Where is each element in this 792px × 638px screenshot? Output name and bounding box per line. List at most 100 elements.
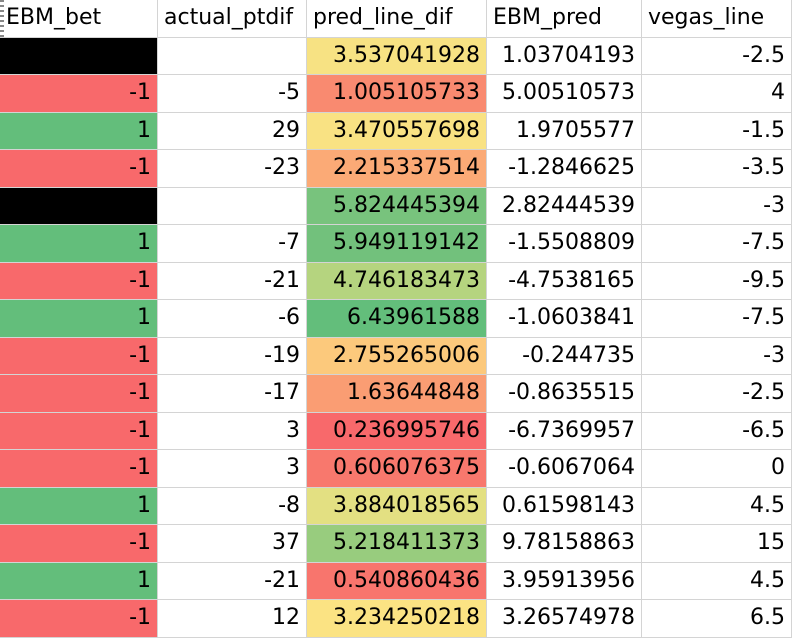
cell-ebm-bet[interactable]: 1 [0,112,158,150]
cell-vegas-line[interactable]: 15 [642,525,792,563]
cell-ebm-bet[interactable]: 1 [0,300,158,338]
cell-pred-line-dif[interactable]: 5.949119142 [307,225,487,263]
table-row: -1 37 5.218411373 9.78158863 15 [0,525,792,563]
cell-actual-ptdif[interactable]: 12 [158,600,307,638]
cell-actual-ptdif[interactable]: -21 [158,562,307,600]
cell-vegas-line[interactable]: 4 [642,75,792,113]
cell-actual-ptdif[interactable]: -7 [158,225,307,263]
cell-actual-ptdif[interactable]: -21 [158,262,307,300]
cell-actual-ptdif[interactable]: 37 [158,525,307,563]
cell-ebm-pred[interactable]: 0.61598143 [487,487,642,525]
cell-actual-ptdif[interactable]: 29 [158,112,307,150]
table-row: -1 -5 1.005105733 5.00510573 4 [0,75,792,113]
table-row: -1 -19 2.755265006 -0.244735 -3 [0,337,792,375]
cell-pred-line-dif[interactable]: 6.43961588 [307,300,487,338]
cell-pred-line-dif[interactable]: 4.746183473 [307,262,487,300]
cell-vegas-line[interactable]: -2.5 [642,37,792,75]
cell-vegas-line[interactable]: -7.5 [642,300,792,338]
cell-pred-line-dif[interactable]: 0.236995746 [307,412,487,450]
cell-ebm-pred[interactable]: -1.5508809 [487,225,642,263]
table-body: 3.537041928 1.03704193 -2.5 -1 -5 1.005105733… [0,37,792,638]
cell-pred-line-dif[interactable]: 0.606076375 [307,450,487,488]
cell-ebm-pred[interactable]: -0.6067064 [487,450,642,488]
cell-ebm-bet[interactable]: -1 [0,600,158,638]
cell-ebm-pred[interactable]: 5.00510573 [487,75,642,113]
cell-ebm-bet[interactable]: -1 [0,75,158,113]
cell-actual-ptdif[interactable]: 3 [158,412,307,450]
cell-ebm-pred[interactable]: -1.0603841 [487,300,642,338]
cell-vegas-line[interactable]: -3.5 [642,150,792,188]
table-row: 1 -6 6.43961588 -1.0603841 -7.5 [0,300,792,338]
table-row: 1 -21 0.540860436 3.95913956 4.5 [0,562,792,600]
cell-pred-line-dif[interactable]: 5.824445394 [307,187,487,225]
cell-pred-line-dif[interactable]: 5.218411373 [307,525,487,563]
header-cell-pred-line-dif[interactable]: pred_line_dif [307,0,487,38]
cell-ebm-bet[interactable]: -1 [0,262,158,300]
cell-ebm-bet[interactable]: -1 [0,525,158,563]
cell-vegas-line[interactable]: -6.5 [642,412,792,450]
cell-ebm-bet[interactable] [0,37,158,75]
cell-vegas-line[interactable]: 4.5 [642,487,792,525]
cell-ebm-bet[interactable]: 1 [0,487,158,525]
cell-actual-ptdif[interactable]: -8 [158,487,307,525]
cell-ebm-pred[interactable]: 9.78158863 [487,525,642,563]
cell-pred-line-dif[interactable]: 3.470557698 [307,112,487,150]
cell-vegas-line[interactable]: -3 [642,187,792,225]
cell-ebm-bet[interactable]: -1 [0,412,158,450]
header-cell-ebm-bet[interactable]: EBM_bet [0,0,158,38]
cell-vegas-line[interactable]: -3 [642,337,792,375]
table-row: 1 -7 5.949119142 -1.5508809 -7.5 [0,225,792,263]
cell-actual-ptdif[interactable]: -23 [158,150,307,188]
cell-ebm-pred[interactable]: 2.82444539 [487,187,642,225]
cell-ebm-pred[interactable]: -1.2846625 [487,150,642,188]
cell-actual-ptdif[interactable]: -17 [158,375,307,413]
cell-ebm-pred[interactable]: -0.8635515 [487,375,642,413]
header-cell-ebm-pred[interactable]: EBM_pred [487,0,642,38]
cell-pred-line-dif[interactable]: 2.215337514 [307,150,487,188]
cell-ebm-bet[interactable] [0,187,158,225]
cell-ebm-pred[interactable]: 3.95913956 [487,562,642,600]
cell-pred-line-dif[interactable]: 3.234250218 [307,600,487,638]
cell-pred-line-dif[interactable]: 1.63644848 [307,375,487,413]
cell-ebm-pred[interactable]: 1.9705577 [487,112,642,150]
cell-ebm-bet[interactable]: -1 [0,450,158,488]
cell-actual-ptdif[interactable]: -6 [158,300,307,338]
table-row: -1 3 0.236995746 -6.7369957 -6.5 [0,412,792,450]
cell-pred-line-dif[interactable]: 0.540860436 [307,562,487,600]
cell-actual-ptdif[interactable]: -19 [158,337,307,375]
cell-ebm-bet[interactable]: 1 [0,562,158,600]
table-row: 1 29 3.470557698 1.9705577 -1.5 [0,112,792,150]
cell-ebm-bet[interactable]: -1 [0,337,158,375]
cell-ebm-bet[interactable]: -1 [0,150,158,188]
cell-pred-line-dif[interactable]: 2.755265006 [307,337,487,375]
cell-actual-ptdif[interactable] [158,37,307,75]
cell-ebm-bet[interactable]: -1 [0,375,158,413]
cell-ebm-pred[interactable]: -0.244735 [487,337,642,375]
cell-pred-line-dif[interactable]: 1.005105733 [307,75,487,113]
table-row: -1 -21 4.746183473 -4.7538165 -9.5 [0,262,792,300]
cell-actual-ptdif[interactable]: 3 [158,450,307,488]
table-row: -1 -17 1.63644848 -0.8635515 -2.5 [0,375,792,413]
cell-ebm-bet[interactable]: 1 [0,225,158,263]
cell-vegas-line[interactable]: -7.5 [642,225,792,263]
table-row: 5.824445394 2.82444539 -3 [0,187,792,225]
cell-pred-line-dif[interactable]: 3.884018565 [307,487,487,525]
cell-vegas-line[interactable]: 6.5 [642,600,792,638]
header-cell-vegas-line[interactable]: vegas_line [642,0,792,38]
cell-actual-ptdif[interactable] [158,187,307,225]
cell-actual-ptdif[interactable]: -5 [158,75,307,113]
cell-ebm-pred[interactable]: 3.26574978 [487,600,642,638]
cell-vegas-line[interactable]: -9.5 [642,262,792,300]
cell-ebm-pred[interactable]: -6.7369957 [487,412,642,450]
cell-vegas-line[interactable]: 0 [642,450,792,488]
table-row: -1 3 0.606076375 -0.6067064 0 [0,450,792,488]
cell-vegas-line[interactable]: -2.5 [642,375,792,413]
header-cell-actual-ptdif[interactable]: actual_ptdif [158,0,307,38]
cell-vegas-line[interactable]: 4.5 [642,562,792,600]
row-resize-handle[interactable] [0,0,4,37]
cell-vegas-line[interactable]: -1.5 [642,112,792,150]
cell-pred-line-dif[interactable]: 3.537041928 [307,37,487,75]
cell-ebm-pred[interactable]: -4.7538165 [487,262,642,300]
cell-ebm-pred[interactable]: 1.03704193 [487,37,642,75]
